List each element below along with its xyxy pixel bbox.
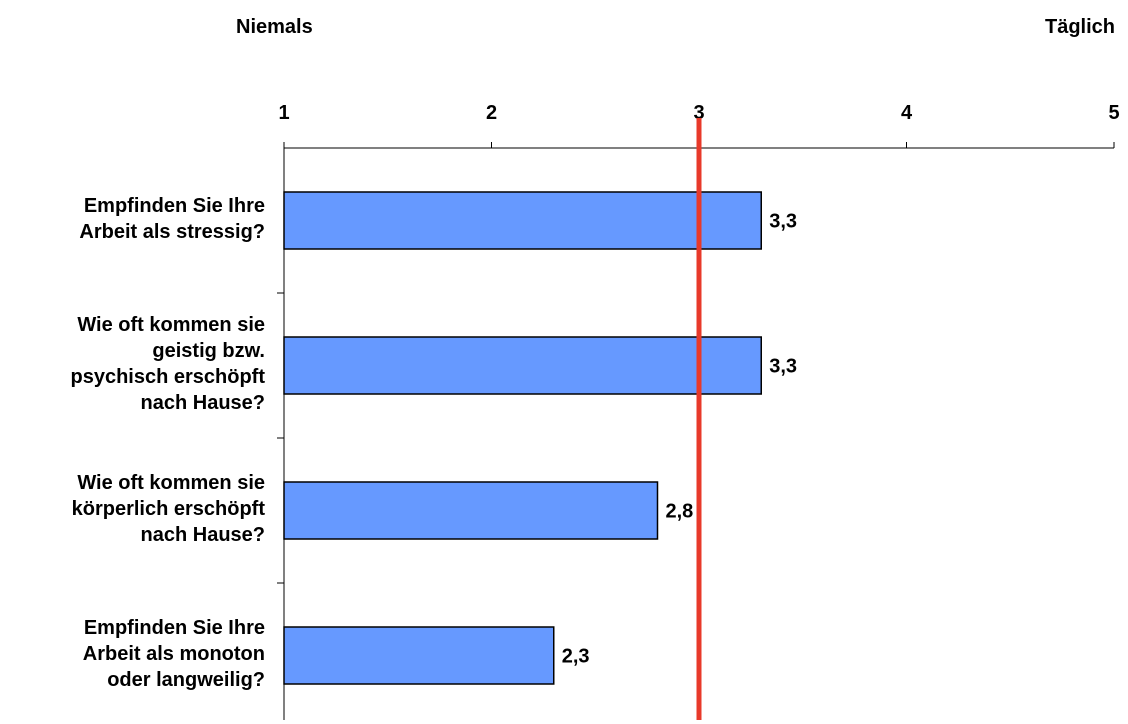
category-label-line: nach Hause? [140,523,265,546]
tick-label: 5 [1108,102,1119,124]
left-scale-label: Niemals [236,16,313,38]
data-label-layer: 3,3 3,3 2,8 2,3 [562,211,797,668]
bar-layer [283,191,762,685]
data-label: 2,3 [562,646,590,668]
category-label-line: körperlich erschöpft [71,497,265,520]
category-label: Wie oft kommen sie geistig bzw. psychisch … [0,312,265,416]
category-label-line: oder langweilig? [107,668,265,691]
category-label-line: Wie oft kommen sie [77,313,265,336]
bar [283,626,555,685]
right-scale-label: Täglich [1044,16,1115,38]
category-label-line: psychisch erschöpft [70,365,265,388]
tick-label: 4 [901,102,913,124]
category-label-line: geistig bzw. [152,339,265,362]
bar [283,191,762,250]
category-label-line: nach Hause? [140,391,265,414]
tick-label: 2 [486,102,497,124]
tick-label: 3 [693,102,704,124]
category-label-line: Empfinden Sie Ihre [83,194,265,217]
category-label: Wie oft kommen sie körperlich erschöpft na… [0,470,265,548]
bar [283,336,762,395]
category-label: Empfinden Sie Ihre Arbeit als monoton oder… [0,615,265,693]
data-label: 2,8 [666,501,694,523]
data-label: 3,3 [769,211,797,233]
data-label: 3,3 [769,356,797,378]
category-label-line: Empfinden Sie Ihre [83,616,265,639]
tick-label: 1 [278,102,289,124]
bar [283,481,659,540]
category-label-line: Wie oft kommen sie [77,471,265,494]
category-label-line: Arbeit als stressig? [79,220,265,243]
category-label: Empfinden Sie Ihre Arbeit als stressig? [0,193,265,245]
category-label-line: Arbeit als monoton [82,642,265,665]
